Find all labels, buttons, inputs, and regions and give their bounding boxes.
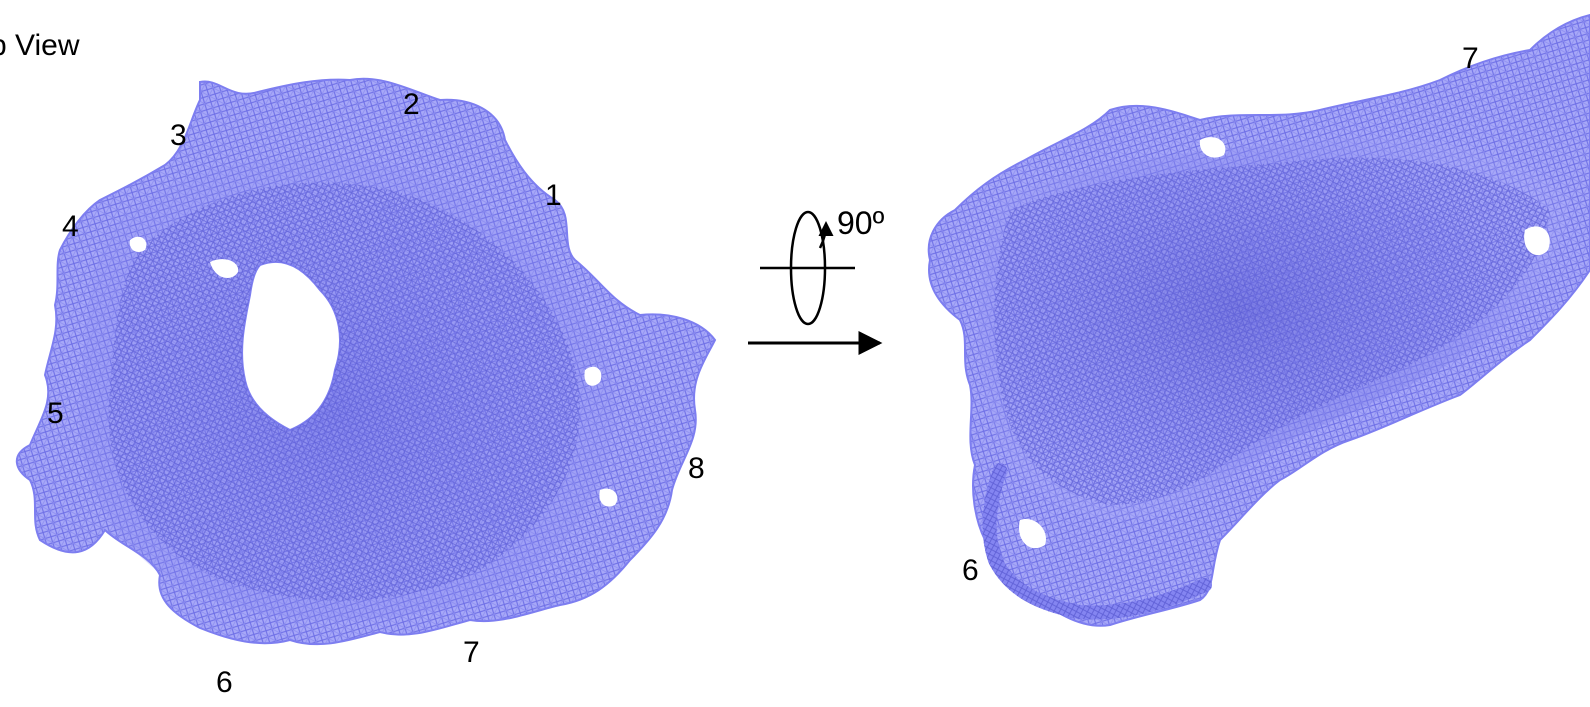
top-view-gap (129, 236, 147, 252)
top-view-label-7: 7 (463, 636, 480, 669)
top-view-label-5: 5 (47, 397, 64, 430)
rotation-angle-label: 90º (837, 205, 885, 241)
top-view-label-6: 6 (216, 666, 233, 699)
top-view-density (15, 77, 717, 646)
top-view-label-4: 4 (62, 210, 79, 243)
side-view-gap (1199, 137, 1226, 158)
side-view-gap (1019, 519, 1046, 549)
rotation-direction-icon (818, 221, 834, 249)
top-view-density-fine-mesh (376, 200, 574, 540)
top-view-gap (599, 488, 618, 507)
side-view-labels: 7 6 (962, 42, 1479, 587)
side-view-density-fine-mesh (1238, 206, 1467, 370)
side-view-density (927, 13, 1590, 627)
side-view-density-tail-mesh (982, 463, 1212, 620)
top-view-label-2: 2 (403, 88, 420, 121)
side-view-gap (1524, 226, 1550, 256)
side-view-label-6: 6 (962, 554, 979, 587)
top-view-gap (584, 366, 602, 386)
view-title: p View (0, 29, 80, 62)
top-view-label-8: 8 (688, 452, 705, 485)
rotation-indicator: 90º (760, 205, 885, 326)
top-view-gap (210, 259, 239, 278)
top-view-label-1: 1 (545, 179, 562, 212)
side-view-label-7: 7 (1462, 42, 1479, 75)
top-view-label-3: 3 (170, 119, 187, 152)
top-view-labels: 1 2 3 4 5 6 7 8 (47, 88, 705, 699)
